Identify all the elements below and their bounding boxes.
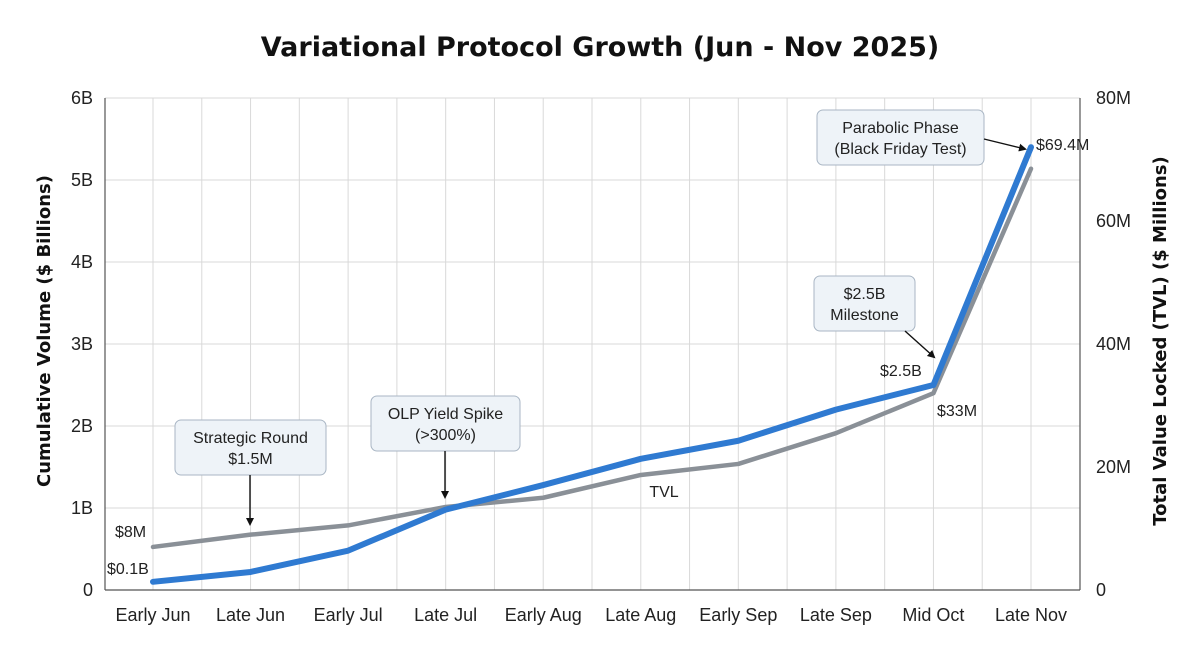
- annotation-text: (Black Friday Test): [834, 141, 966, 158]
- right-axis-ticks: 0 20M 40M 60M 80M: [1096, 88, 1131, 600]
- annotation-text: (>300%): [415, 427, 476, 444]
- left-tick-label: 4B: [71, 252, 93, 272]
- tvl-series-label: TVL: [649, 484, 678, 501]
- right-tick-label: 80M: [1096, 88, 1131, 108]
- annotation-box: [816, 109, 985, 166]
- left-tick-label: 3B: [71, 334, 93, 354]
- annotation-callout: Strategic Round $1.5M: [174, 419, 327, 526]
- annotation-callout: $2.5B Milestone: [813, 275, 936, 359]
- x-tick-label: Late Nov: [995, 605, 1067, 625]
- annotation-text: Milestone: [830, 307, 899, 324]
- x-tick-label: Late Jul: [414, 605, 477, 625]
- x-tick-label: Mid Oct: [902, 605, 964, 625]
- data-label: $0.1B: [107, 561, 149, 578]
- left-axis-ticks: 0 1B 2B 3B 4B 5B 6B: [71, 88, 93, 600]
- left-tick-label: 6B: [71, 88, 93, 108]
- right-tick-label: 60M: [1096, 211, 1131, 231]
- annotation-text: Parabolic Phase: [842, 120, 959, 137]
- x-tick-label: Late Aug: [605, 605, 676, 625]
- annotation-text: OLP Yield Spike: [388, 406, 503, 423]
- data-label: $69.4M: [1036, 137, 1089, 154]
- annotation-arrow: [983, 138, 1027, 152]
- right-tick-label: 0: [1096, 580, 1106, 600]
- x-tick-label: Late Sep: [800, 605, 872, 625]
- axes: [104, 98, 1081, 591]
- annotation-text: Strategic Round: [193, 430, 308, 447]
- x-tick-label: Early Jun: [115, 605, 190, 625]
- left-tick-label: 0: [83, 580, 93, 600]
- x-tick-label: Early Jul: [314, 605, 383, 625]
- left-tick-label: 5B: [71, 170, 93, 190]
- annotation-box: [813, 275, 916, 332]
- right-tick-label: 20M: [1096, 457, 1131, 477]
- right-axis-title: Total Value Locked (TVL) ($ Millions): [1150, 156, 1171, 525]
- annotation-callout: OLP Yield Spike (>300%): [370, 395, 521, 499]
- data-label: $33M: [937, 403, 977, 420]
- left-tick-label: 1B: [71, 498, 93, 518]
- annotation-arrow: [904, 330, 936, 359]
- x-tick-label: Early Aug: [505, 605, 582, 625]
- x-axis-ticks: Early Jun Late Jun Early Jul Late Jul Early …: [115, 605, 1067, 625]
- series: [150, 144, 1034, 585]
- data-label: $2.5B: [880, 363, 922, 380]
- data-labels: TVL $0.1B $8M $2.5B $33M $69.4M: [107, 137, 1089, 578]
- tvl-line: [150, 166, 1034, 550]
- annotation-text: $1.5M: [228, 451, 272, 468]
- left-tick-label: 2B: [71, 416, 93, 436]
- left-axis-title: Cumulative Volume ($ Billions): [34, 175, 55, 487]
- volume-line: [150, 144, 1034, 585]
- data-label: $8M: [115, 524, 146, 541]
- grid: [105, 97, 1080, 591]
- chart-title: Variational Protocol Growth (Jun - Nov 2…: [261, 32, 940, 63]
- annotations: Strategic Round $1.5M OLP Yield Spike (>300…: [174, 109, 1027, 526]
- annotation-text: $2.5B: [844, 286, 886, 303]
- x-tick-label: Late Jun: [216, 605, 285, 625]
- annotation-callout: Parabolic Phase (Black Friday Test): [816, 109, 1027, 166]
- x-tick-label: Early Sep: [699, 605, 777, 625]
- right-tick-label: 40M: [1096, 334, 1131, 354]
